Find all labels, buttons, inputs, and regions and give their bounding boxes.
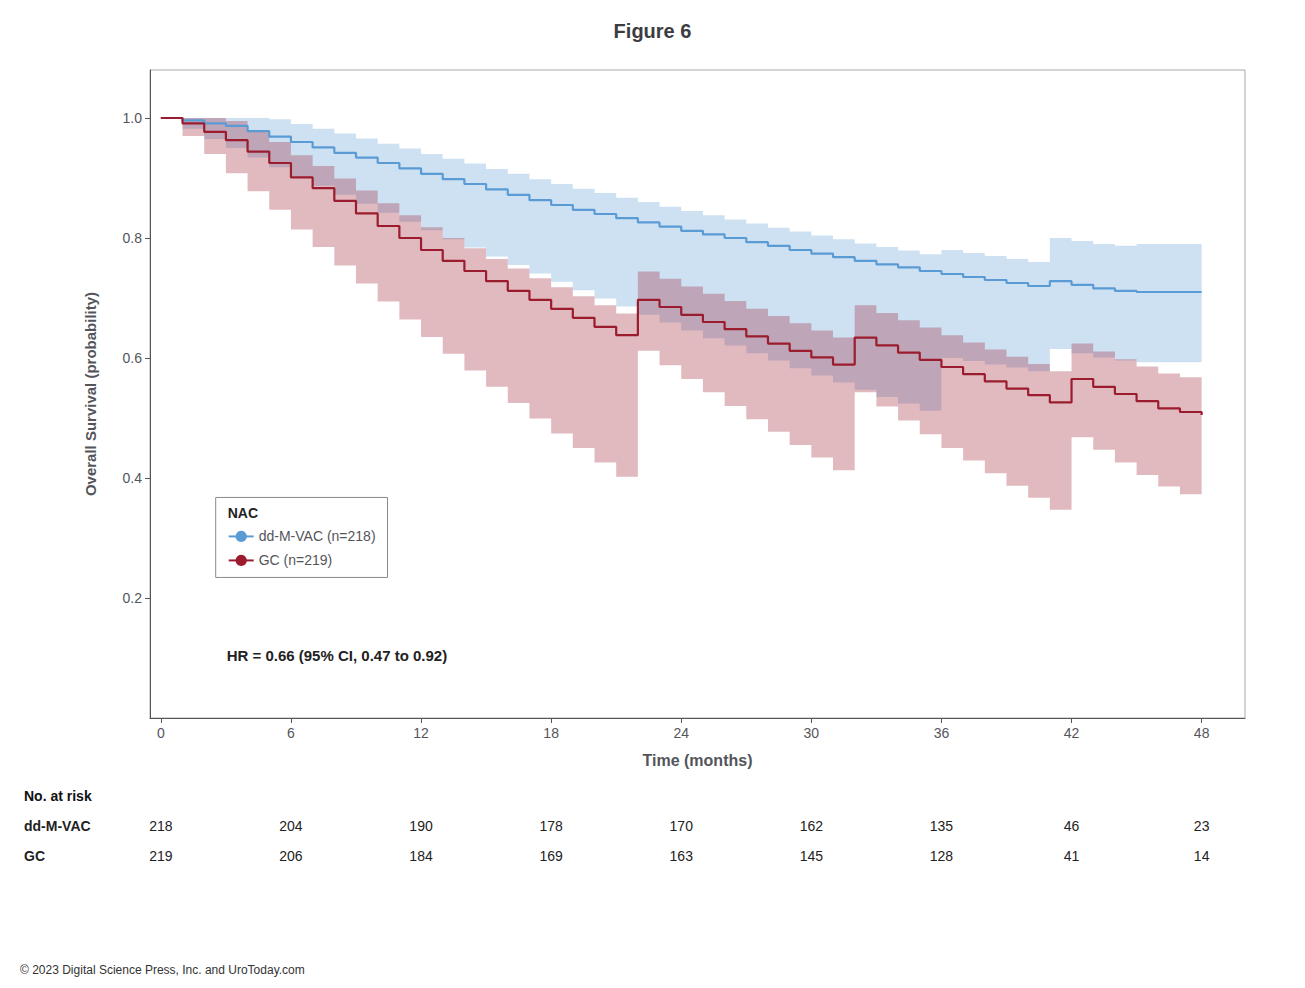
svg-text:169: 169 <box>539 848 563 864</box>
svg-text:Figure 6: Figure 6 <box>614 20 692 42</box>
svg-text:0.2: 0.2 <box>123 590 143 606</box>
svg-text:206: 206 <box>279 848 303 864</box>
svg-text:HR = 0.66 (95% CI, 0.47 to 0.9: HR = 0.66 (95% CI, 0.47 to 0.92) <box>227 647 448 664</box>
svg-text:162: 162 <box>800 818 824 834</box>
svg-text:Time (months): Time (months) <box>643 752 753 769</box>
svg-text:178: 178 <box>539 818 563 834</box>
svg-text:24: 24 <box>673 725 689 741</box>
svg-text:No. at risk: No. at risk <box>24 788 92 804</box>
svg-text:dd-M-VAC (n=218): dd-M-VAC (n=218) <box>259 528 376 544</box>
svg-text:18: 18 <box>543 725 559 741</box>
svg-text:204: 204 <box>279 818 303 834</box>
svg-text:42: 42 <box>1064 725 1080 741</box>
svg-text:dd-M-VAC: dd-M-VAC <box>24 818 91 834</box>
svg-text:30: 30 <box>804 725 820 741</box>
svg-text:46: 46 <box>1064 818 1080 834</box>
svg-text:219: 219 <box>149 848 173 864</box>
svg-text:190: 190 <box>409 818 433 834</box>
svg-text:Overall Survival (probability): Overall Survival (probability) <box>82 292 99 496</box>
svg-text:36: 36 <box>934 725 950 741</box>
svg-text:184: 184 <box>409 848 433 864</box>
svg-text:41: 41 <box>1064 848 1080 864</box>
svg-text:218: 218 <box>149 818 173 834</box>
svg-text:GC: GC <box>24 848 45 864</box>
svg-text:23: 23 <box>1194 818 1210 834</box>
svg-text:NAC: NAC <box>228 505 258 521</box>
svg-text:0.6: 0.6 <box>123 350 143 366</box>
svg-text:170: 170 <box>670 818 694 834</box>
svg-text:14: 14 <box>1194 848 1210 864</box>
svg-text:GC (n=219): GC (n=219) <box>259 552 333 568</box>
svg-text:© 2023 Digital Science Press,: © 2023 Digital Science Press, Inc. and U… <box>20 963 305 977</box>
svg-text:0.4: 0.4 <box>123 470 143 486</box>
svg-text:128: 128 <box>930 848 954 864</box>
svg-text:6: 6 <box>287 725 295 741</box>
svg-text:135: 135 <box>930 818 954 834</box>
svg-text:1.0: 1.0 <box>123 110 143 126</box>
svg-text:0.8: 0.8 <box>123 230 143 246</box>
svg-text:0: 0 <box>157 725 165 741</box>
svg-text:163: 163 <box>670 848 694 864</box>
svg-text:48: 48 <box>1194 725 1210 741</box>
svg-text:12: 12 <box>413 725 429 741</box>
svg-text:145: 145 <box>800 848 824 864</box>
